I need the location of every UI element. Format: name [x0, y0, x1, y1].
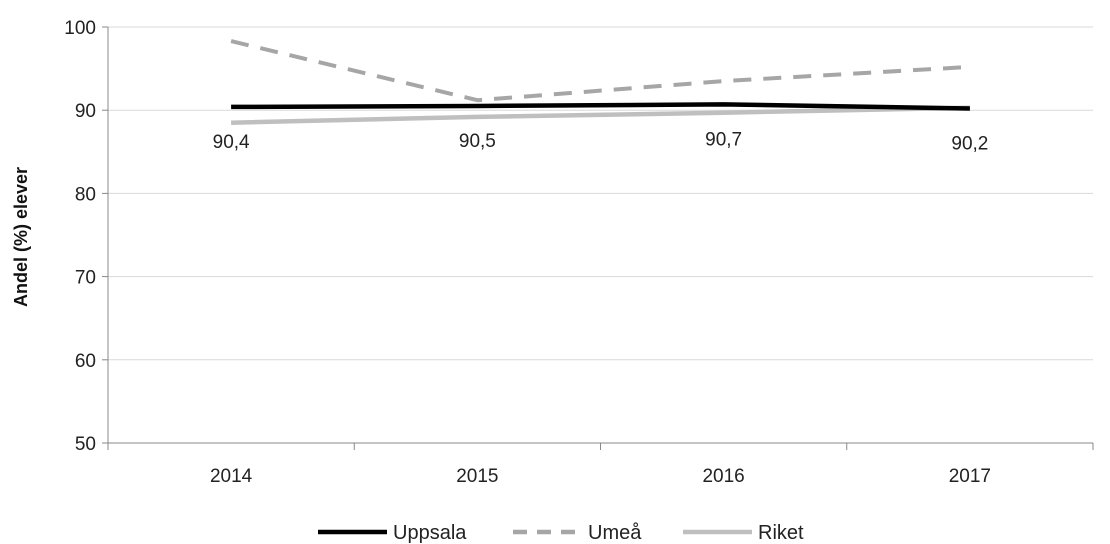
legend-label: Uppsala	[393, 522, 467, 544]
x-tick-label: 2016	[702, 466, 744, 487]
data-label: 90,2	[951, 134, 988, 155]
y-tick-label: 90	[75, 101, 96, 122]
y-axis-label: Andel (%) elever	[11, 167, 31, 307]
data-labels: 90,4 90,5 90,7 90,2	[213, 129, 989, 154]
x-tick-label: 2014	[210, 466, 253, 487]
data-label: 90,7	[705, 129, 742, 150]
series-lines	[230, 39, 971, 125]
legend-label: Riket	[758, 522, 804, 544]
legend: Uppsala Umeå Riket	[318, 522, 804, 544]
grid-lines	[102, 26, 1093, 444]
y-tick-label: 60	[75, 351, 96, 372]
x-tick-label: 2015	[456, 466, 498, 487]
x-tick-labels: 2014 2015 2016 2017	[210, 466, 991, 487]
y-tick-label: 80	[75, 184, 96, 205]
series-line-riket	[231, 105, 970, 125]
y-tick-label: 50	[75, 434, 96, 455]
y-tick-labels: 50 60 70 80 90 100	[64, 18, 96, 455]
y-tick-label: 70	[75, 268, 96, 289]
x-tick-label: 2017	[949, 466, 991, 487]
series-line-uppsala	[231, 102, 970, 111]
y-tick-label: 100	[64, 18, 96, 39]
data-label: 90,4	[213, 132, 250, 153]
axes	[107, 27, 1094, 450]
data-label: 90,5	[459, 131, 496, 152]
series-line-ume-	[230, 39, 971, 103]
legend-label: Umeå	[588, 522, 642, 544]
